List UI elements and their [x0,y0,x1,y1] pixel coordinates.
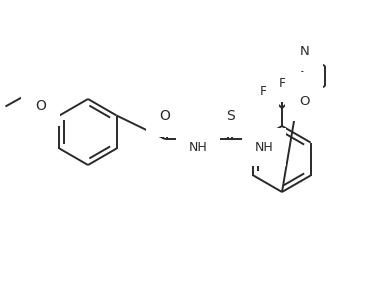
Text: S: S [226,109,235,123]
Text: N: N [300,44,310,58]
Text: NH: NH [255,141,273,153]
Text: O: O [159,109,170,123]
Text: O: O [300,94,310,108]
Text: F: F [278,76,286,89]
Text: F: F [259,84,267,98]
Text: O: O [35,98,46,113]
Text: NH: NH [188,141,207,153]
Text: F: F [298,84,305,98]
